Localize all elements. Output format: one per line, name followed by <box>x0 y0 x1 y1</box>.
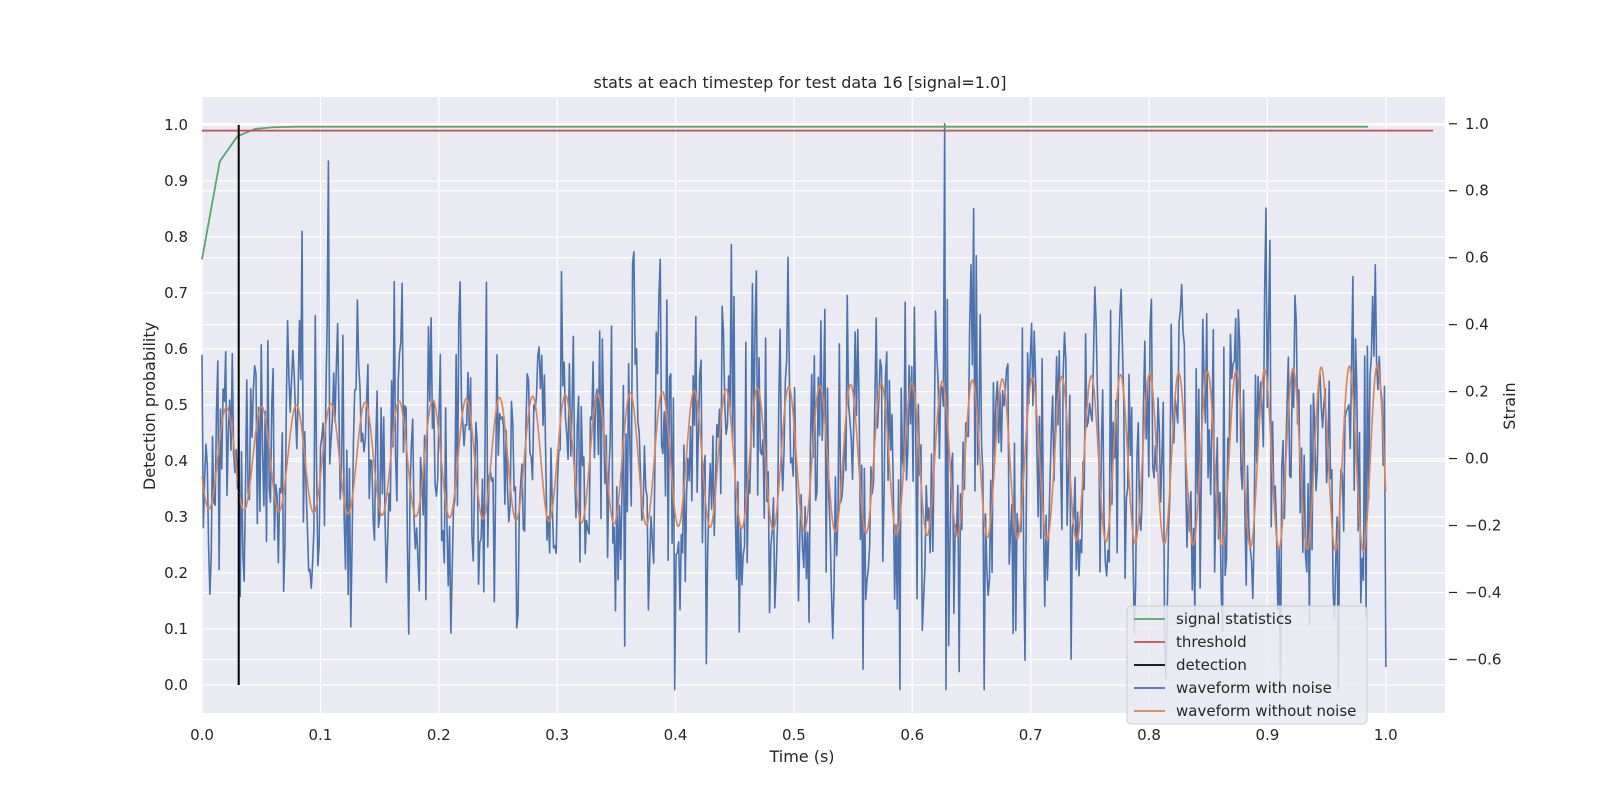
y-tick-label: 0.9 <box>164 172 188 190</box>
legend-entry-label: threshold <box>1176 633 1247 651</box>
y-tick-label: 0.7 <box>164 284 188 302</box>
x-tick-label: 0.2 <box>427 726 451 744</box>
x-tick-label: 0.5 <box>782 726 806 744</box>
x-tick-label: 0.8 <box>1137 726 1161 744</box>
y-tick-label: 0.8 <box>164 228 188 246</box>
y-tick-label: 1.0 <box>164 116 188 134</box>
series-signal-statistics <box>201 125 1369 260</box>
y-axis-right-label: Strain <box>1500 382 1519 429</box>
y-right-tick-label: −0.4 <box>1465 583 1501 601</box>
y-tick-label: 0.2 <box>164 564 188 582</box>
legend-entry-label: waveform without noise <box>1176 702 1356 720</box>
axes-layer: 0.0 0.1 0.2 0.3 0.4 0.5 0.6 0.7 0.8 0.9 1.0 0.0 0.1 0… <box>164 115 1501 744</box>
y-tick-label: 0.1 <box>164 620 188 638</box>
y-tick-label: 0.6 <box>164 340 188 358</box>
x-tick-label: 0.6 <box>900 726 924 744</box>
y-right-tick-label: 0.6 <box>1465 249 1489 267</box>
y-tick-label: 0.3 <box>164 508 188 526</box>
x-tick-label: 0.0 <box>190 726 214 744</box>
y-right-tick-label: 0.2 <box>1465 383 1489 401</box>
x-axis-label: Time (s) <box>768 747 834 766</box>
y-axis-label: Detection probability <box>140 322 159 490</box>
x-tick-label: 0.4 <box>664 726 688 744</box>
series-layer <box>201 122 1434 691</box>
x-tick-label: 0.9 <box>1255 726 1279 744</box>
chart-title: stats at each timestep for test data 16 … <box>594 73 1007 92</box>
x-tick-label: 0.3 <box>545 726 569 744</box>
x-tick-label: 0.1 <box>308 726 332 744</box>
x-tick-label: 0.7 <box>1019 726 1043 744</box>
y-right-tick-label: −0.6 <box>1465 650 1501 668</box>
legend-entry-label: detection <box>1176 656 1247 674</box>
legend: signal statistics threshold detection wavef… <box>1126 605 1368 725</box>
legend-entry-label: waveform with noise <box>1176 679 1332 697</box>
y-tick-label: 0.4 <box>164 452 188 470</box>
y-right-tick-label: 0.8 <box>1465 182 1489 200</box>
y-tick-label: 0.0 <box>164 676 188 694</box>
y-right-tick-label: 0.0 <box>1465 450 1489 468</box>
y-right-tick-label: −0.2 <box>1465 517 1501 535</box>
y-right-tick-label: 1.0 <box>1465 115 1489 133</box>
legend-entry-label: signal statistics <box>1176 610 1292 628</box>
y-tick-label: 0.5 <box>164 396 188 414</box>
legend-frame <box>1126 605 1368 725</box>
y-right-tick-label: 0.4 <box>1465 316 1489 334</box>
x-tick-label: 1.0 <box>1374 726 1398 744</box>
series-waveform-without-noise <box>201 364 1387 553</box>
